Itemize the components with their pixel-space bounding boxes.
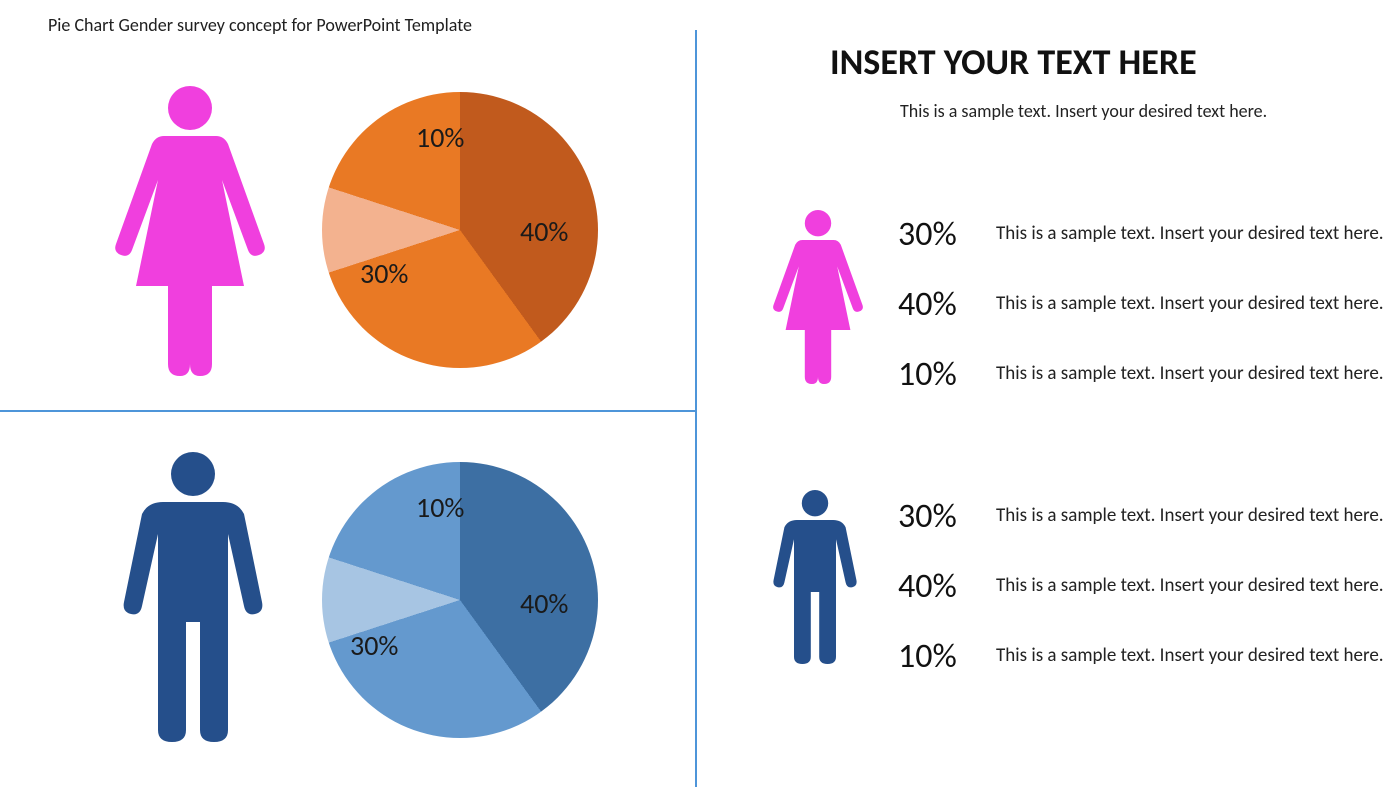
stat-percentage: 30%: [898, 496, 957, 537]
stat-percentage: 40%: [898, 566, 957, 607]
male-icon: [118, 452, 268, 747]
stat-description: This is a sample text. Insert your desir…: [996, 504, 1384, 527]
stat-description: This is a sample text. Insert your desir…: [996, 574, 1384, 597]
stat-percentage: 10%: [898, 354, 957, 395]
female-icon: [110, 86, 270, 381]
pie-slice-label: 10%: [416, 120, 464, 155]
pie-slice-label: 30%: [360, 256, 408, 291]
stat-percentage: 30%: [898, 214, 957, 255]
stat-percentage: 10%: [898, 636, 957, 677]
stat-description: This is a sample text. Insert your desir…: [996, 292, 1384, 315]
vertical-divider: [695, 30, 697, 787]
female-icon: [770, 210, 866, 389]
stat-description: This is a sample text. Insert your desir…: [996, 362, 1384, 385]
horizontal-divider: [0, 410, 695, 412]
pie-slice-label: 10%: [416, 490, 464, 525]
page-title: Pie Chart Gender survey concept for Powe…: [48, 14, 472, 36]
pie-slice-label: 30%: [350, 628, 398, 663]
stat-percentage: 40%: [898, 284, 957, 325]
right-subtitle: This is a sample text. Insert your desir…: [900, 100, 1267, 122]
pie-slice-label: 40%: [520, 586, 568, 621]
stat-description: This is a sample text. Insert your desir…: [996, 644, 1384, 667]
stat-description: This is a sample text. Insert your desir…: [996, 222, 1384, 245]
pie-slice-label: 40%: [520, 214, 568, 249]
right-title: INSERT YOUR TEXT HERE: [830, 40, 1197, 84]
male-icon: [770, 490, 860, 669]
